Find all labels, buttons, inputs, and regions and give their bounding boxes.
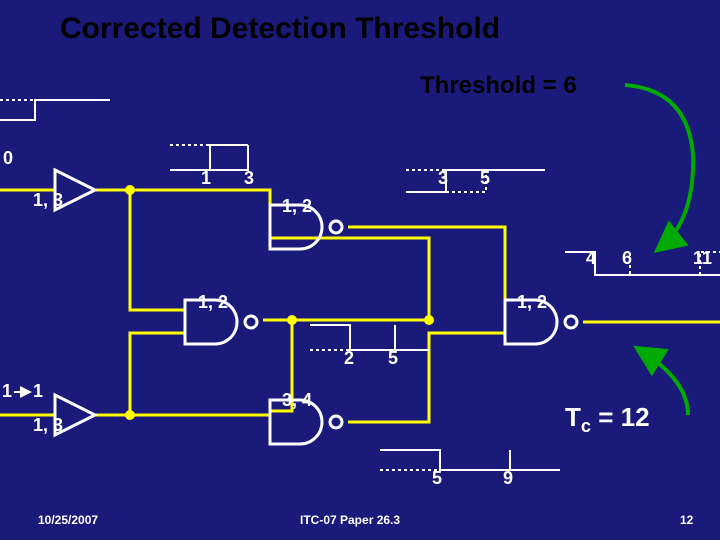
label-nand2: 1, 2 xyxy=(198,292,228,313)
label-w4c: 11 xyxy=(693,248,712,269)
tc-sub: c xyxy=(581,416,591,436)
label-w4b: 6 xyxy=(622,248,632,269)
tc-eq: = 12 xyxy=(591,402,650,432)
label-buf2: 1, 3 xyxy=(33,415,63,436)
label-nand3: 1, 2 xyxy=(517,292,547,313)
label-nand4: 3, 4 xyxy=(282,390,312,411)
label-w5b: 5 xyxy=(388,348,398,369)
label-w2a: 1 xyxy=(201,168,211,189)
wires xyxy=(0,190,720,432)
label-w7b: 9 xyxy=(503,468,513,489)
label-w3a: 3 xyxy=(438,168,448,189)
label-in2a: 1 xyxy=(2,381,12,402)
label-w4a: 4 xyxy=(586,248,596,269)
arrows xyxy=(625,85,693,415)
label-zero: 0 xyxy=(3,148,13,169)
label-buf1: 1, 3 xyxy=(33,190,63,211)
tc-label: Tc = 12 xyxy=(565,402,650,437)
nodes xyxy=(125,185,434,420)
label-w5a: 2 xyxy=(344,348,354,369)
footer-page: 12 xyxy=(680,513,693,527)
label-w3b: 5 xyxy=(480,168,490,189)
footer-center: ITC-07 Paper 26.3 xyxy=(300,513,400,527)
footer-date: 10/25/2007 xyxy=(38,513,98,527)
label-w7a: 5 xyxy=(432,468,442,489)
label-nand1: 1, 2 xyxy=(282,196,312,217)
label-w2b: 3 xyxy=(244,168,254,189)
circuit-diagram xyxy=(0,0,720,540)
label-in2b: 1 xyxy=(33,381,43,402)
tc-t: T xyxy=(565,402,581,432)
